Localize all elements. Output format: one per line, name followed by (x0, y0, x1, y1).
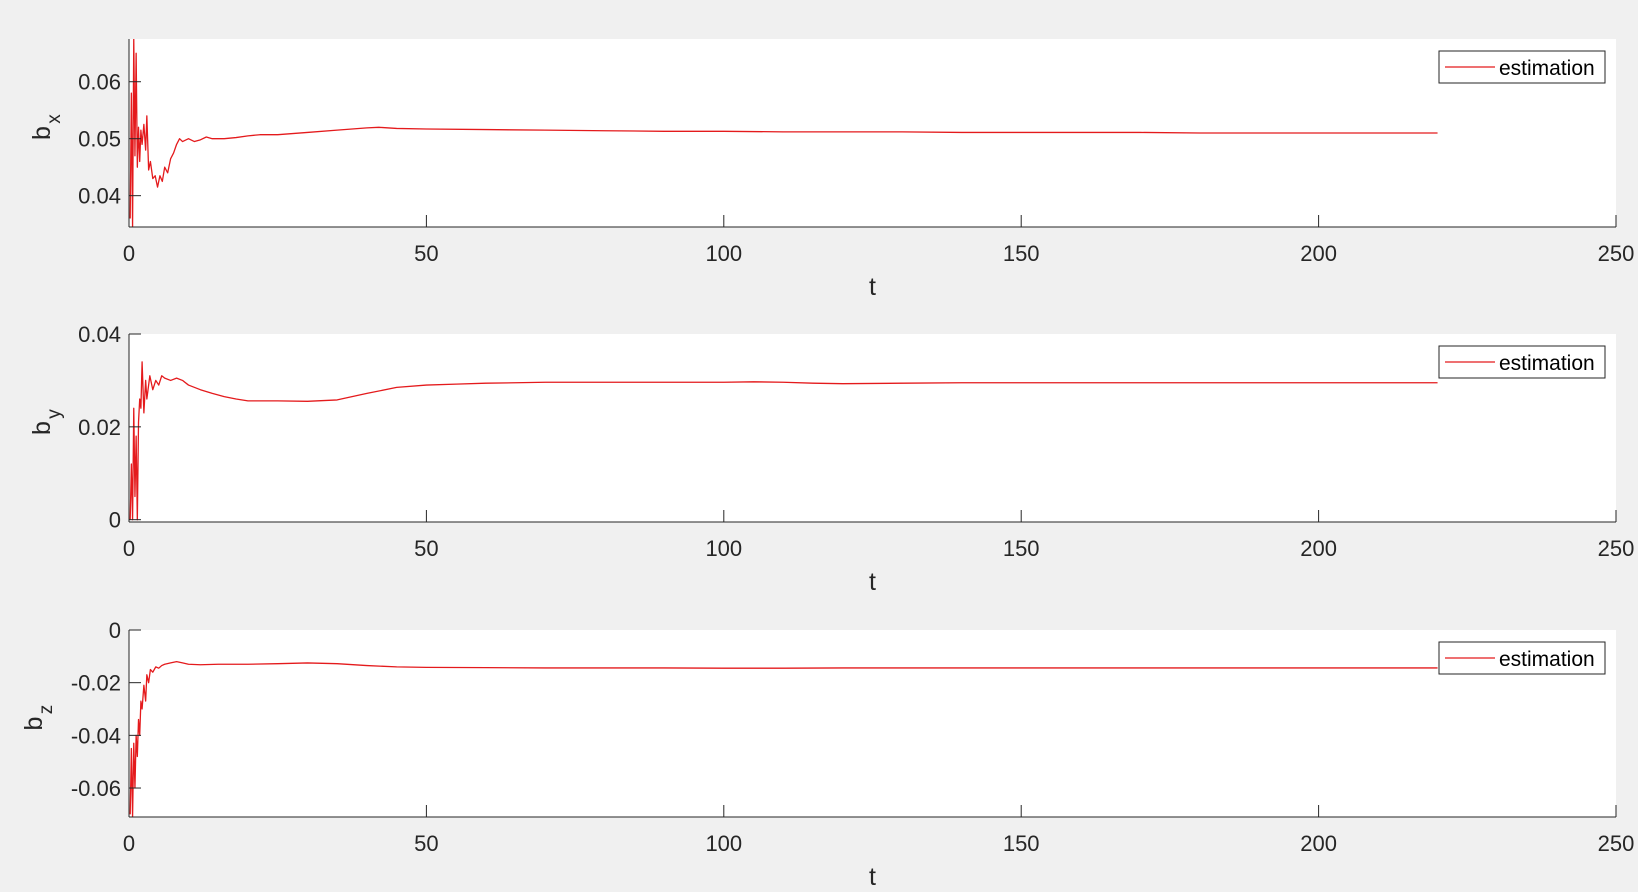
x-tick-label: 150 (1003, 831, 1040, 856)
x-axis-label: t (869, 568, 876, 596)
x-tick-label: 0 (123, 536, 135, 561)
x-tick-label: 200 (1300, 831, 1337, 856)
subplot-3: 0 50 100 150 200 250 -0.06 -0.04 -0.02 0 t bz estima… (20, 618, 1634, 891)
y-axis-label: bz (20, 705, 57, 731)
legend: estimation (1438, 345, 1606, 379)
y-axis-label: by (28, 409, 65, 435)
y-tick-label: 0 (109, 618, 121, 643)
series-line-1 (129, 39, 1438, 227)
axes-background (129, 630, 1616, 817)
x-tick-label: 250 (1598, 831, 1635, 856)
x-tick-label: 150 (1003, 536, 1040, 561)
x-tick-label: 200 (1300, 536, 1337, 561)
x-tick-label: 250 (1598, 241, 1635, 266)
series-line-1 (129, 361, 1438, 521)
y-axis-label-base: b (28, 421, 56, 435)
series-line-1 (129, 660, 1438, 817)
legend-label: estimation (1499, 648, 1595, 671)
subplot-2: 0 50 100 150 200 250 0 0.02 0.04 t by estimation (28, 322, 1634, 596)
y-tick-label: -0.02 (71, 671, 121, 696)
x-tick-label: 100 (705, 831, 742, 856)
y-tick-label: 0.04 (78, 184, 121, 209)
x-tick-label: 100 (705, 536, 742, 561)
x-tick-label: 100 (705, 241, 742, 266)
y-tick-label: 0 (109, 508, 121, 533)
x-tick-label: 0 (123, 241, 135, 266)
y-axis-label-subscript: y (44, 409, 65, 419)
y-tick-label: -0.04 (71, 723, 121, 748)
y-axis-label: bx (28, 114, 65, 140)
legend-label: estimation (1499, 352, 1595, 375)
y-tick-label: 0.04 (78, 322, 121, 347)
y-tick-label: -0.06 (71, 776, 121, 801)
x-tick-label: 250 (1598, 536, 1635, 561)
y-tick-label: 0.06 (78, 70, 121, 95)
x-tick-label: 150 (1003, 241, 1040, 266)
y-axis-label-subscript: z (36, 705, 57, 715)
x-tick-label: 50 (414, 831, 438, 856)
y-tick-label: 0.02 (78, 415, 121, 440)
y-axis-label-subscript: x (44, 114, 65, 124)
x-tick-label: 50 (414, 536, 438, 561)
legend-label: estimation (1499, 57, 1595, 80)
axes-background (129, 334, 1616, 522)
legend: estimation (1438, 50, 1606, 84)
subplot-1: 0 50 100 150 200 250 0.04 0.05 0.06 t bx estimation (28, 39, 1634, 301)
x-tick-label: 50 (414, 241, 438, 266)
y-tick-label: 0.05 (78, 127, 121, 152)
legend: estimation (1438, 641, 1606, 675)
x-tick-label: 0 (123, 831, 135, 856)
y-axis-label-base: b (20, 717, 48, 731)
y-axis-label-base: b (28, 126, 56, 140)
x-axis-label: t (869, 273, 876, 301)
x-axis-label: t (869, 863, 876, 891)
x-tick-label: 200 (1300, 241, 1337, 266)
